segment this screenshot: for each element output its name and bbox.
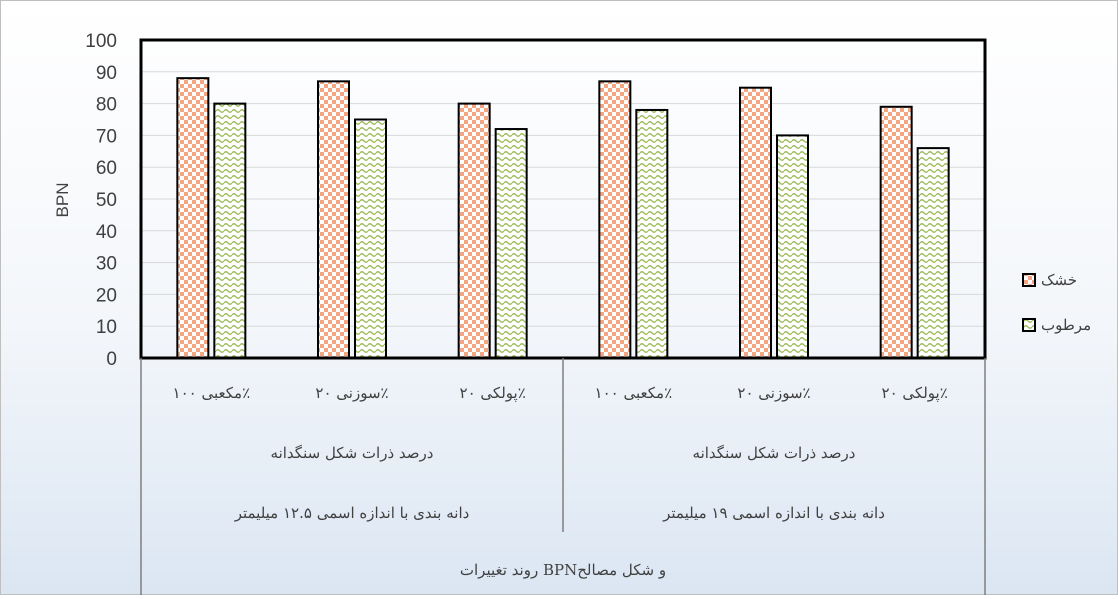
bar-dry xyxy=(176,77,210,359)
bar-wet xyxy=(494,128,528,359)
bar-dry xyxy=(457,102,491,359)
x-category-label: سوزنی ۲۰٪ xyxy=(315,384,388,402)
y-tick-label: 40 xyxy=(96,222,117,243)
bar-wet xyxy=(916,147,950,359)
group-label-level2: دانه بندی با اندازه اسمی ۱۹ میلیمتر xyxy=(662,504,885,522)
outer-category-label: روند تغییرات BPNو شکل مصالح xyxy=(460,561,666,579)
y-tick-label: 10 xyxy=(96,317,117,338)
group-label-level1: درصد ذرات شکل سنگدانه xyxy=(693,444,856,462)
gridlines xyxy=(141,71,985,327)
y-tick-label: 60 xyxy=(96,158,117,179)
bar-wet xyxy=(213,102,247,359)
axes: 0 10 20 30 40 50 60 70 80 90 100 xyxy=(85,31,987,595)
bar-dry xyxy=(879,105,913,359)
group-label-level2: دانه بندی با اندازه اسمی ۱۲.۵ میلیمتر xyxy=(234,504,470,522)
y-tick-label: 20 xyxy=(96,285,117,306)
category-labels: مکعبی ۱۰۰٪ سوزنی ۲۰٪ پولکی ۲۰٪ مکعبی ۱۰۰٪ سو… xyxy=(173,384,948,579)
y-tick-label: 100 xyxy=(85,31,117,52)
legend-swatch-wet xyxy=(1022,318,1036,332)
bars xyxy=(176,77,950,359)
y-tick-label: 0 xyxy=(106,349,117,370)
x-category-label: مکعبی ۱۰۰٪ xyxy=(173,384,251,402)
legend: خشک مرطوب xyxy=(1022,271,1091,334)
legend-label-dry: خشک xyxy=(1041,271,1077,289)
bar-wet xyxy=(354,118,387,359)
legend-swatch-dry xyxy=(1022,273,1036,287)
y-tick-label: 80 xyxy=(96,95,117,116)
bar-wet xyxy=(635,108,669,359)
y-axis-label: BPN xyxy=(53,183,72,218)
legend-label-wet: مرطوب xyxy=(1041,316,1091,334)
bar-dry xyxy=(598,80,632,359)
y-tick-label: 50 xyxy=(96,190,117,211)
x-category-label: پولکی ۲۰٪ xyxy=(882,384,948,402)
bar-dry xyxy=(317,80,350,359)
group-label-level1: درصد ذرات شکل سنگدانه xyxy=(271,444,434,462)
x-category-label: مکعبی ۱۰۰٪ xyxy=(595,384,673,402)
y-tick-label: 70 xyxy=(96,126,117,147)
y-tick-label: 90 xyxy=(96,63,117,84)
x-category-label: پولکی ۲۰٪ xyxy=(460,384,526,402)
y-tick-label: 30 xyxy=(96,254,117,275)
bar-dry xyxy=(739,86,772,359)
bar-wet xyxy=(776,134,809,359)
x-category-label: سوزنی ۲۰٪ xyxy=(737,384,810,402)
